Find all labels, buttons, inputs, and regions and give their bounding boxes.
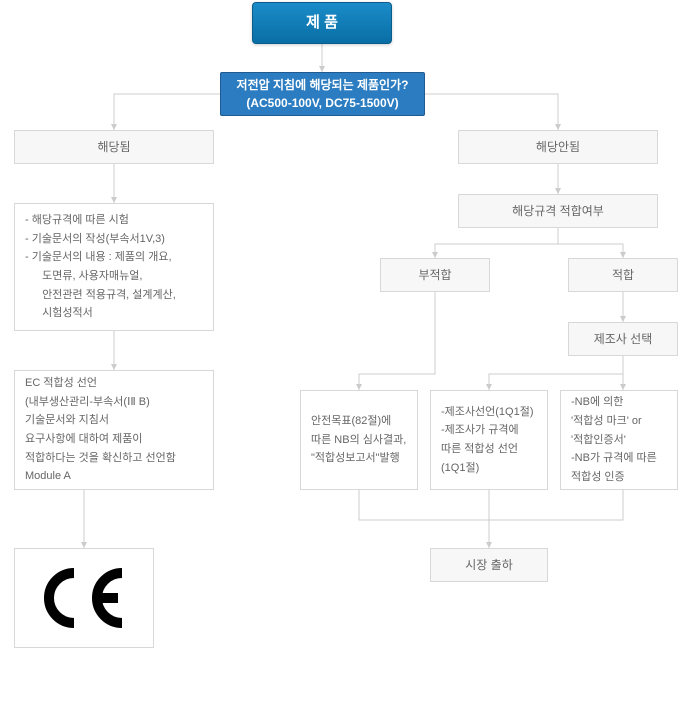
detail-left-line: 해당규격에 따른 시험 bbox=[25, 211, 176, 230]
node-yes: 해당됨 bbox=[14, 130, 214, 164]
node-nb-cert: -NB에 의한 '적합성 마크' or '적합인증서'-NB가 규격에 따른 적… bbox=[560, 390, 678, 490]
node-conform-check-label: 해당규격 적합여부 bbox=[512, 202, 604, 220]
node-question-line1: 저전압 지침에 해당되는 제품인가? bbox=[237, 76, 409, 94]
text-line: -NB에 의한 bbox=[571, 393, 623, 412]
node-maker-decl: -제조사선언(1Q1절)-제조사가 규격에 따른 적합성 선언 (1Q1절) bbox=[430, 390, 548, 490]
node-product: 제 품 bbox=[252, 2, 392, 44]
text-line: 적합하다는 것을 확신하고 선언함 bbox=[25, 449, 176, 468]
text-line: EC 적합성 선언 bbox=[25, 374, 97, 393]
text-line: -NB가 규격에 따른 bbox=[571, 449, 657, 468]
node-question-line2: (AC500-100V, DC75-1500V) bbox=[246, 94, 398, 112]
detail-left-line: 기술문서의 작성(부속서1V,3) bbox=[25, 230, 176, 249]
text-line: (1Q1절) bbox=[441, 459, 479, 478]
text-line: 안전목표(82절)에 bbox=[311, 412, 391, 431]
edge-question-no bbox=[425, 94, 558, 130]
node-no-label: 해당안됨 bbox=[536, 138, 580, 156]
edge-safety_list-market bbox=[359, 490, 489, 548]
edge-nb_cert-market bbox=[489, 490, 623, 520]
edge-question-yes bbox=[114, 94, 220, 130]
node-conform: 적합 bbox=[568, 258, 678, 292]
edge-nonconform-safety_list bbox=[359, 292, 435, 390]
text-line: -제조사가 규격에 bbox=[441, 421, 519, 440]
text-line: "적합성보고서"발행 bbox=[311, 449, 400, 468]
node-maker-choice-label: 제조사 선택 bbox=[594, 330, 653, 348]
node-maker-choice: 제조사 선택 bbox=[568, 322, 678, 356]
text-line: 따른 NB의 심사결과, bbox=[311, 431, 406, 450]
text-line: -제조사선언(1Q1절) bbox=[441, 403, 534, 422]
node-conform-label: 적합 bbox=[612, 266, 634, 284]
detail-left-list: 해당규격에 따른 시험기술문서의 작성(부속서1V,3)기술문서의 내용 : 제… bbox=[25, 211, 176, 323]
ce-mark-icon bbox=[34, 563, 134, 633]
detail-left-line: 도면류, 사용자매뉴얼, bbox=[33, 267, 176, 286]
node-no: 해당안됨 bbox=[458, 130, 658, 164]
node-question: 저전압 지침에 해당되는 제품인가? (AC500-100V, DC75-150… bbox=[220, 72, 425, 116]
edge-maker_choice-maker_decl bbox=[489, 356, 623, 390]
text-line: Module A bbox=[25, 467, 71, 486]
node-ec-decl: EC 적합성 선언(내부생산관리-부속서(ⅠⅡ B)기술문서와 지침서요구사항에… bbox=[14, 370, 214, 490]
text-line: '적합인증서' bbox=[571, 431, 626, 450]
node-conform-check: 해당규격 적합여부 bbox=[458, 194, 658, 228]
node-market-label: 시장 출하 bbox=[465, 556, 513, 574]
edge-conform_check-nonconform bbox=[435, 228, 558, 258]
node-product-label: 제 품 bbox=[306, 12, 338, 35]
text-line: (내부생산관리-부속서(ⅠⅡ B) bbox=[25, 393, 150, 412]
node-nonconform: 부적합 bbox=[380, 258, 490, 292]
text-line: 요구사항에 대하여 제품이 bbox=[25, 430, 142, 449]
text-line: 적합성 인증 bbox=[571, 468, 625, 487]
detail-left-line: 기술문서의 내용 : 제품의 개요, bbox=[25, 248, 176, 267]
node-detail-left: 해당규격에 따른 시험기술문서의 작성(부속서1V,3)기술문서의 내용 : 제… bbox=[14, 203, 214, 331]
detail-left-line: 안전관련 적용규격, 설계계산, bbox=[33, 286, 176, 305]
text-line: '적합성 마크' or bbox=[571, 412, 642, 431]
edge-conform_check-conform bbox=[558, 228, 623, 258]
detail-left-line: 시험성적서 bbox=[33, 304, 176, 323]
node-safety-list: 안전목표(82절)에따른 NB의 심사결과,"적합성보고서"발행 bbox=[300, 390, 418, 490]
text-line: 기술문서와 지침서 bbox=[25, 411, 109, 430]
node-yes-label: 해당됨 bbox=[97, 138, 130, 156]
text-line: 따른 적합성 선언 bbox=[441, 440, 518, 459]
node-ce-mark bbox=[14, 548, 154, 648]
node-market: 시장 출하 bbox=[430, 548, 548, 582]
node-nonconform-label: 부적합 bbox=[418, 266, 451, 284]
